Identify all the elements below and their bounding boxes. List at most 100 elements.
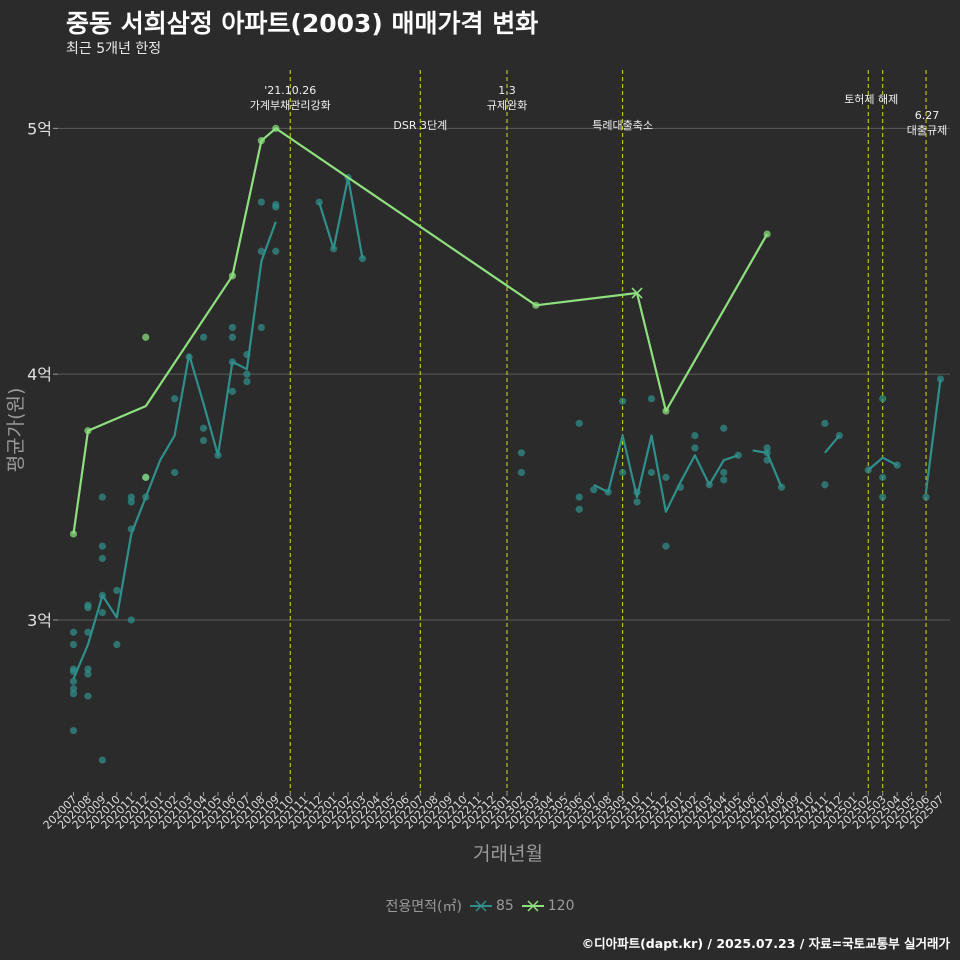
series-85-point [676, 483, 685, 491]
series-85-point [171, 395, 179, 403]
series-85-line [867, 456, 898, 471]
series-85-point [127, 525, 135, 533]
series-85-point [763, 456, 771, 464]
series-85-point [69, 665, 78, 673]
series-85-point [113, 640, 121, 649]
legend-key-85 [469, 900, 492, 912]
series-85-point [517, 449, 526, 457]
series-85-point [84, 628, 92, 636]
y-tick-label: 5억 [27, 119, 52, 138]
series-85-point [228, 358, 237, 366]
y-tick-label: 4억 [27, 365, 52, 384]
event-label: 규제완화 [487, 99, 527, 112]
series-120-point [763, 230, 771, 238]
series-85-point [821, 419, 829, 427]
series-85-point [879, 473, 887, 481]
series-85-line [824, 434, 841, 454]
series-85-point [575, 493, 583, 501]
series-85-point [604, 488, 612, 496]
series-85-point [358, 255, 367, 263]
series-85-point [734, 451, 742, 459]
series-85-point [575, 419, 583, 427]
series-120-point [84, 427, 92, 435]
series-85-point [185, 353, 193, 361]
series-120-point [142, 473, 150, 481]
legend: 전용면적(㎡) 85 120 [0, 896, 960, 916]
y-axis-ticks: 3억 4억 5억 [27, 119, 58, 630]
series-85-point [777, 483, 786, 491]
series-85-point [69, 726, 78, 735]
series-85-point [590, 486, 598, 494]
series-85-point [69, 640, 78, 649]
series-85-point [69, 628, 78, 636]
chart-subtitle: 최근 5개년 한정 [66, 41, 162, 57]
series-85-point [171, 468, 179, 477]
series-85-point [720, 468, 728, 477]
series-85-point [113, 586, 121, 595]
series-85-point [199, 436, 208, 445]
series-85-point [127, 493, 135, 501]
series-85-point [936, 375, 945, 383]
legend-title: 전용면적(㎡) [385, 899, 462, 915]
series-85-point [647, 468, 656, 477]
event-label: DSR 3단계 [393, 119, 447, 132]
series-120-point [69, 530, 78, 538]
series-85-point [763, 444, 771, 452]
series-85-point [879, 395, 887, 403]
event-label: '21.10.26 [264, 84, 316, 97]
y-tick-label: 3억 [27, 611, 52, 630]
legend-label-120: 120 [547, 898, 575, 914]
series-120-point [142, 333, 150, 341]
series-85-point [272, 200, 280, 209]
event-label: 1.3 [498, 84, 516, 97]
series-85-point [98, 554, 106, 563]
event-label: 특례대출축소 [592, 119, 653, 132]
series-120-point [272, 124, 280, 132]
series-85-point [517, 468, 526, 477]
event-label: 대출규제 [907, 124, 947, 137]
series-85-point [720, 476, 728, 484]
series-85-point [98, 542, 106, 550]
series-85-point [720, 424, 728, 432]
series-85-point [214, 451, 222, 459]
event-lines [289, 70, 927, 792]
series-85-point [228, 333, 237, 341]
series-85-point [257, 323, 265, 332]
legend-item-85: 85 [469, 898, 514, 914]
series-85-point [272, 247, 280, 255]
series-85-point [575, 505, 583, 513]
series-120 [69, 124, 771, 538]
series-85-point [257, 247, 265, 255]
series-85 [69, 173, 945, 764]
legend-item-120: 120 [521, 898, 575, 914]
legend-label-85: 85 [495, 898, 514, 914]
series-85-point [228, 387, 237, 395]
series-85-point [243, 377, 251, 386]
series-120-cross [631, 287, 643, 299]
series-85-point [84, 665, 92, 673]
series-85-point [199, 333, 208, 341]
series-85-point [142, 493, 150, 501]
series-85-point [633, 498, 641, 506]
series-120-point [257, 137, 265, 145]
series-85-point [98, 608, 106, 617]
legend-key-120 [521, 900, 544, 912]
series-85-point [691, 444, 699, 452]
series-85-point [864, 466, 872, 474]
series-120-point [532, 301, 540, 309]
series-85-line [72, 221, 277, 680]
series-85-point [330, 245, 338, 253]
event-label: 6.27 [915, 109, 940, 122]
series-85-line [593, 434, 739, 513]
series-85-line [924, 378, 942, 493]
series-85-point [98, 756, 106, 764]
x-axis-label: 거래년월 [473, 843, 543, 865]
gridlines [58, 127, 950, 621]
x-axis-ticks: 2020072020082020092020102020112020122021… [41, 792, 947, 832]
series-85-point [922, 493, 930, 501]
series-85-point [879, 493, 887, 501]
series-85-point [633, 488, 641, 496]
series-85-point [647, 395, 656, 403]
